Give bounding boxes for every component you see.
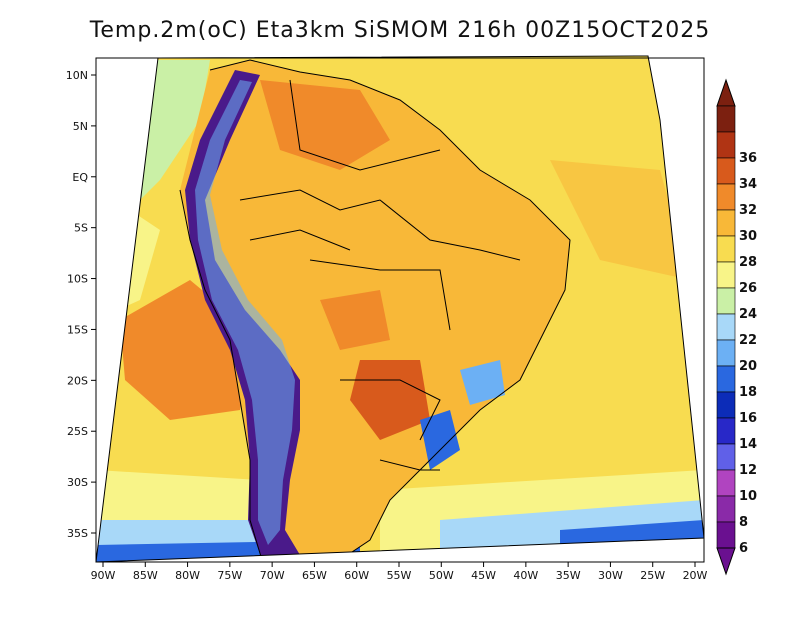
lon-tick-label: 55W — [387, 569, 412, 582]
colorbar-segment — [716, 313, 736, 341]
colorbar-top-arrow — [716, 78, 736, 107]
colorbar-segment — [716, 157, 736, 185]
colorbar-bottom-arrow — [716, 547, 736, 576]
colorbar-segment — [716, 469, 736, 497]
lon-tick-label: 45W — [471, 569, 496, 582]
plot-border — [95, 57, 705, 563]
colorbar-label: 26 — [739, 281, 757, 296]
colorbar-segment — [716, 417, 736, 445]
colorbar-label: 10 — [739, 489, 757, 504]
colorbar-segment — [716, 105, 736, 133]
lon-tick-label: 85W — [133, 569, 158, 582]
hot-region-center — [320, 290, 390, 350]
colorbar-segment — [716, 209, 736, 237]
lat-tick-label: 35S — [67, 527, 88, 540]
atlantic-warm-patch — [550, 160, 690, 280]
colorbar-segment — [716, 443, 736, 471]
colorbar-segment — [716, 365, 736, 393]
colorbar-segment — [716, 235, 736, 263]
colorbar-segment — [716, 131, 736, 159]
lon-tick-label: 75W — [217, 569, 242, 582]
cool-southeast-brazil — [420, 410, 460, 470]
colorbar-label: 8 — [739, 515, 748, 530]
colorbar-segment — [716, 521, 736, 549]
colorbar: 6 8 10 12 14 16 18 20 22 24 26 28 30 32 34 36 — [716, 78, 757, 576]
lat-tick-label: 5S — [74, 222, 88, 235]
lon-tick-label: 30W — [598, 569, 623, 582]
hot-region-north — [260, 80, 390, 170]
boundaries — [179, 59, 571, 561]
lon-tick-label: 60W — [344, 569, 369, 582]
lon-tick-label: 65W — [302, 569, 327, 582]
lon-tick-label: 20W — [683, 569, 708, 582]
lat-tick-label: 10N — [66, 69, 88, 82]
colorbar-label: 6 — [739, 541, 748, 556]
colorbar-segment — [716, 261, 736, 289]
lat-tick-label: 10S — [67, 273, 88, 286]
colorbar-segment — [716, 287, 736, 315]
lon-tick-label: 90W — [91, 569, 116, 582]
map-frame — [95, 55, 705, 563]
map-title: Temp.2m(oC) Eta3km SiSMOM 216h 00Z15OCT2… — [89, 18, 711, 43]
lat-tick-label: 25S — [67, 425, 88, 438]
colorbar-label: 18 — [739, 385, 757, 400]
lon-tick-label: 25W — [640, 569, 665, 582]
lat-tick-label: EQ — [72, 171, 88, 184]
lat-tick-label: 20S — [67, 374, 88, 387]
lon-tick-label: 35W — [556, 569, 581, 582]
colorbar-label: 32 — [739, 203, 757, 218]
cool-east-brazil — [460, 360, 505, 405]
colorbar-label: 14 — [739, 437, 757, 452]
andes-edge — [195, 80, 295, 545]
colorbar-label: 36 — [739, 151, 757, 166]
colorbar-segment — [716, 391, 736, 419]
colorbar-label: 28 — [739, 255, 757, 270]
lat-tick-label: 15S — [67, 323, 88, 336]
map-domain — [96, 56, 704, 562]
colorbar-label: 16 — [739, 411, 757, 426]
lat-tick-label: 5N — [73, 120, 88, 133]
lon-tick-label: 70W — [260, 569, 285, 582]
colorbar-label: 20 — [739, 359, 757, 374]
latitude-axis: 10N 5N EQ 5S 10S 15S 20S 25S 30S 35S — [66, 69, 96, 540]
colorbar-segment — [716, 495, 736, 523]
colorbar-label: 12 — [739, 463, 757, 478]
lat-tick-label: 30S — [67, 476, 88, 489]
lon-tick-label: 40W — [513, 569, 538, 582]
colorbar-segment — [716, 183, 736, 211]
colorbar-label: 22 — [739, 333, 757, 348]
lon-tick-label: 50W — [429, 569, 454, 582]
colorbar-label: 34 — [739, 177, 757, 192]
longitude-axis: 90W 85W 80W 75W 70W 65W 60W 55W 50W 45W 40W 35W 30W 2… — [91, 562, 708, 582]
lon-tick-label: 80W — [175, 569, 200, 582]
colorbar-label: 30 — [739, 229, 757, 244]
colorbar-segment — [716, 339, 736, 367]
colorbar-label: 24 — [739, 307, 757, 322]
